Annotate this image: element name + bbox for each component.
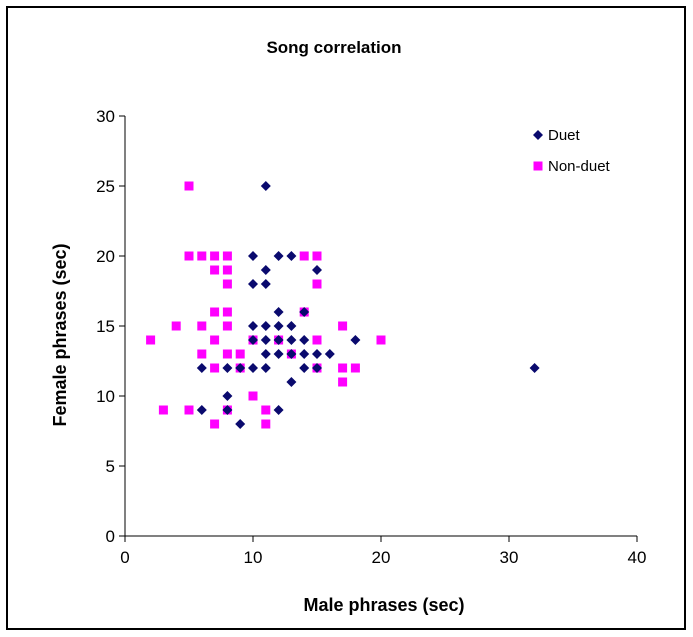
non-duet-point: [338, 363, 348, 373]
axes: [119, 115, 638, 542]
non-duet-point: [312, 279, 322, 289]
duet-point: [273, 321, 284, 331]
non-duet-point: [222, 349, 232, 359]
non-duet-point: [312, 335, 322, 345]
duet-point: [260, 349, 271, 359]
non-duet-point: [210, 363, 220, 373]
non-duet-point: [261, 405, 271, 415]
chart-title: Song correlation: [266, 38, 401, 57]
y-tick-label: 10: [96, 387, 115, 406]
non-duet-point: [210, 307, 220, 317]
duet-point: [196, 405, 207, 415]
y-tick-label: 25: [96, 177, 115, 196]
duet-point: [312, 363, 322, 373]
duet-point: [260, 181, 271, 191]
duet-point: [312, 349, 322, 359]
y-tick-label: 5: [106, 457, 115, 476]
duet-point: [260, 265, 271, 275]
x-tick-label: 10: [244, 548, 263, 567]
non-duet-point: [197, 251, 207, 261]
chart-frame: Song correlation 0 5 10 15 20 25 30 0 10 20 30 40 M…: [6, 6, 686, 630]
non-duet-point: [184, 251, 194, 261]
duet-point: [299, 349, 310, 359]
duet-point: [235, 363, 246, 373]
y-tick-label: 15: [96, 317, 115, 336]
duet-point: [273, 251, 284, 261]
duet-point: [273, 405, 284, 415]
duet-point: [286, 377, 297, 387]
legend: Duet Non-duet: [533, 127, 611, 175]
duet-point: [286, 335, 297, 345]
data-points: [146, 181, 540, 429]
non-duet-point: [184, 181, 194, 191]
non-duet-point: [197, 321, 207, 331]
non-duet-point: [210, 265, 220, 275]
x-tick-label: 0: [120, 548, 129, 567]
non-duet-point: [184, 405, 194, 415]
duet-point: [299, 307, 310, 317]
non-duet-point: [312, 251, 322, 261]
y-tick-label: 20: [96, 247, 115, 266]
non-duet-point: [222, 307, 232, 317]
legend-non-duet-label: Non-duet: [548, 158, 611, 175]
non-duet-point: [350, 363, 360, 373]
non-duet-point: [171, 321, 181, 331]
duet-point: [286, 349, 297, 359]
non-duet-point: [261, 419, 271, 429]
duet-point: [350, 335, 361, 345]
y-axis-label: Female phrases (sec): [50, 243, 70, 426]
y-tick-label: 30: [96, 107, 115, 126]
duet-point: [286, 251, 297, 261]
duet-point: [299, 363, 310, 373]
non-duet-point: [222, 265, 232, 275]
duet-point: [312, 265, 322, 275]
x-axis-label: Male phrases (sec): [303, 595, 464, 615]
non-duet-point: [210, 335, 220, 345]
duet-point: [248, 363, 258, 373]
non-duet-point: [222, 279, 232, 289]
non-duet-point: [235, 349, 245, 359]
duet-point: [273, 307, 284, 317]
non-duet-point: [376, 335, 386, 345]
duet-point: [222, 405, 233, 415]
duet-point: [260, 279, 271, 289]
duet-point: [235, 419, 246, 429]
duet-point: [222, 363, 233, 373]
duet-point: [260, 363, 271, 373]
y-tick-label: 0: [106, 527, 115, 546]
non-duet-point: [338, 377, 348, 387]
non-duet-point: [146, 335, 156, 345]
duet-point: [248, 321, 258, 331]
x-tick-label: 40: [628, 548, 647, 567]
non-duet-point: [222, 251, 232, 261]
non-duet-point: [222, 321, 232, 331]
legend-duet-label: Duet: [548, 127, 581, 144]
duet-point: [260, 321, 271, 331]
duet-point: [299, 335, 310, 345]
duet-point: [248, 279, 258, 289]
duet-point: [196, 363, 207, 373]
non-duet-point: [248, 391, 258, 401]
non-duet-point: [338, 321, 348, 331]
duet-point: [529, 363, 540, 373]
non-duet-point: [158, 405, 168, 415]
x-tick-label: 20: [372, 548, 391, 567]
duet-point: [286, 321, 297, 331]
duet-point: [324, 349, 335, 359]
duet-point: [222, 391, 233, 401]
legend-non-duet-marker: [533, 161, 543, 171]
duet-point: [273, 335, 284, 345]
non-duet-point: [210, 251, 220, 261]
duet-point: [273, 349, 284, 359]
non-duet-point: [299, 251, 309, 261]
x-tick-label: 30: [500, 548, 519, 567]
duet-point: [260, 335, 271, 345]
non-duet-point: [197, 349, 207, 359]
duet-point: [248, 251, 258, 261]
tick-labels: 0 5 10 15 20 25 30 0 10 20 30 40: [96, 107, 646, 567]
duet-point: [248, 335, 258, 345]
scatter-chart: Song correlation 0 5 10 15 20 25 30 0 10 20 30 40 M…: [50, 38, 646, 615]
non-duet-point: [210, 419, 220, 429]
legend-duet-marker: [533, 130, 543, 140]
